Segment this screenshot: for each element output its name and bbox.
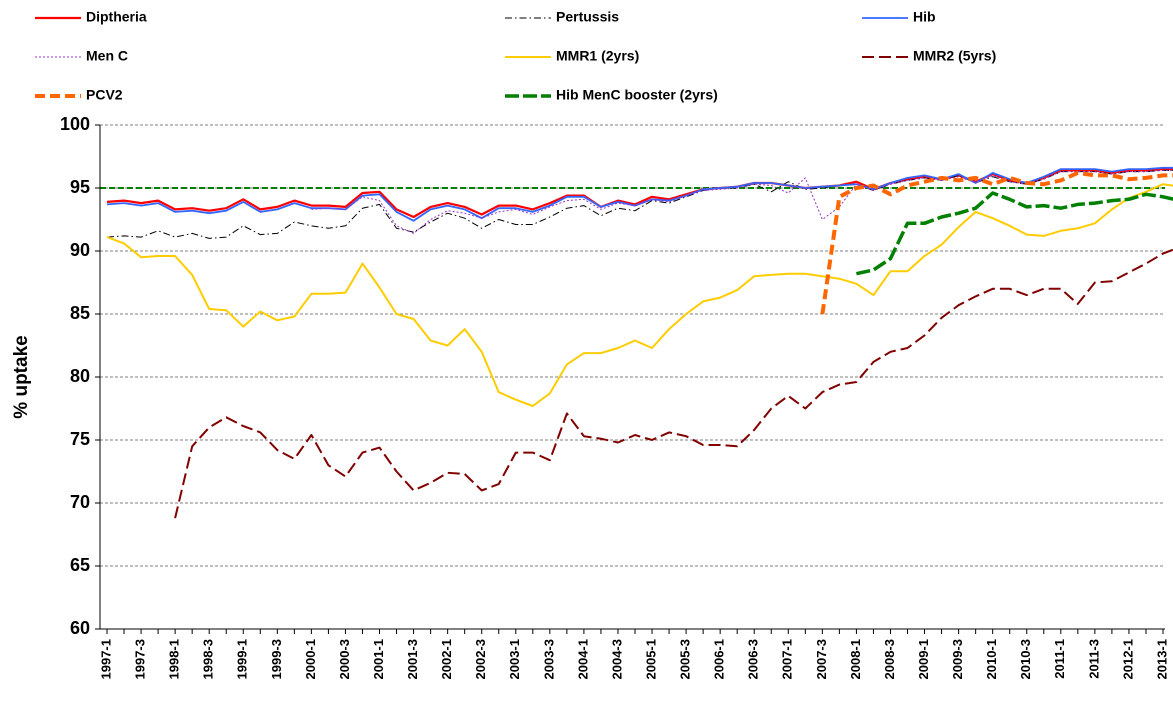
legend-label: Hib MenC booster (2yrs) xyxy=(556,87,718,103)
legend-label: MMR1 (2yrs) xyxy=(556,48,639,64)
x-tick-label: 1997-3 xyxy=(133,639,148,679)
x-tick-label: 2011-3 xyxy=(1086,639,1101,679)
x-tick-label: 2001-3 xyxy=(405,639,420,679)
x-tick-label: 2012-1 xyxy=(1120,639,1135,679)
y-tick-label: 65 xyxy=(70,555,90,575)
y-tick-label: 60 xyxy=(70,618,90,638)
x-tick-label: 2005-1 xyxy=(643,639,658,679)
y-tick-label: 70 xyxy=(70,492,90,512)
y-tick-label: 80 xyxy=(70,366,90,386)
x-tick-label: 2002-1 xyxy=(439,639,454,679)
series-line xyxy=(311,169,1173,234)
series-line xyxy=(174,248,1173,519)
x-tick-label: 1999-1 xyxy=(235,639,250,679)
y-tick-label: 95 xyxy=(70,177,90,197)
x-tick-label: 2010-3 xyxy=(1018,639,1033,679)
x-tick-label: 2005-3 xyxy=(678,639,693,679)
legend-label: PCV2 xyxy=(86,87,123,103)
series-line xyxy=(106,169,1173,239)
legend-label: Men C xyxy=(86,48,128,64)
legend-label: Diptheria xyxy=(86,9,147,25)
x-tick-label: 2007-3 xyxy=(814,639,829,679)
x-tick-label: 1998-1 xyxy=(167,639,182,679)
x-tick-label: 1999-3 xyxy=(269,639,284,679)
x-tick-label: 2010-1 xyxy=(984,639,999,679)
x-tick-label: 2003-1 xyxy=(507,639,522,679)
y-tick-label: 85 xyxy=(70,303,90,323)
x-tick-label: 1997-1 xyxy=(98,639,113,679)
x-tick-label: 2007-1 xyxy=(780,639,795,679)
legend-label: Pertussis xyxy=(556,9,619,25)
x-tick-label: 2009-3 xyxy=(950,639,965,679)
y-tick-label: 100 xyxy=(60,114,90,134)
series-line xyxy=(820,170,1173,315)
x-tick-label: 2001-1 xyxy=(371,639,386,679)
x-tick-label: 2009-1 xyxy=(916,639,931,679)
x-tick-label: 2006-1 xyxy=(712,639,727,679)
series-line xyxy=(106,168,1173,219)
series-line xyxy=(856,191,1173,276)
series-line xyxy=(106,183,1173,407)
x-tick-label: 2008-3 xyxy=(882,639,897,679)
x-tick-label: 2004-3 xyxy=(609,639,624,679)
x-tick-label: 2008-1 xyxy=(848,639,863,679)
x-tick-label: 2000-1 xyxy=(303,639,318,679)
x-tick-label: 2013-1 xyxy=(1154,639,1169,679)
y-tick-label: 75 xyxy=(70,429,90,449)
y-tick-label: 90 xyxy=(70,240,90,260)
x-tick-label: 2011-1 xyxy=(1052,639,1067,679)
x-tick-label: 1998-3 xyxy=(201,639,216,679)
x-tick-label: 2006-3 xyxy=(746,639,761,679)
x-tick-label: 2003-3 xyxy=(541,639,556,679)
legend-label: Hib xyxy=(913,9,936,25)
y-axis-title: % uptake xyxy=(11,335,32,418)
x-tick-label: 2004-1 xyxy=(575,639,590,679)
series-line xyxy=(106,166,1173,222)
x-tick-label: 2000-3 xyxy=(337,639,352,679)
x-tick-label: 2002-3 xyxy=(473,639,488,679)
legend-label: MMR2 (5yrs) xyxy=(913,48,996,64)
